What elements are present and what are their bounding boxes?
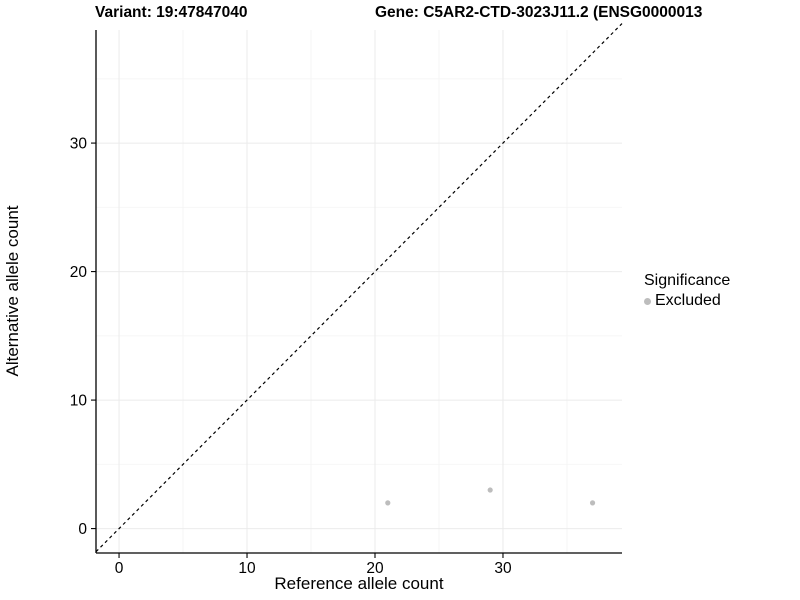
tick-labels-group: 0 10 20 30 0 10 20 30 [70, 136, 512, 577]
x-tick-label: 0 [115, 560, 124, 577]
legend: Significance Excluded [644, 271, 730, 310]
x-tick-label: 30 [494, 560, 512, 577]
x-tick-label: 20 [366, 560, 384, 577]
legend-title: Significance [644, 272, 731, 289]
tick-marks-group [91, 142, 504, 558]
y-tick-label: 10 [70, 393, 88, 410]
legend-point-icon [644, 297, 651, 305]
y-tick-label: 30 [70, 136, 88, 153]
legend-entries: Excluded [644, 292, 730, 310]
minor-gridlines [96, 30, 622, 553]
legend-entry-label: Excluded [655, 292, 721, 309]
variant-title: Variant: 19:47847040 [95, 4, 248, 21]
y-tick-label: 20 [70, 264, 88, 281]
data-point [385, 500, 391, 506]
identity-line-group [95, 23, 623, 553]
data-point [487, 487, 493, 493]
x-tick-label: 10 [238, 560, 256, 577]
data-point [589, 500, 596, 506]
x-axis-title: Reference allele count [274, 574, 444, 593]
data-points-group [385, 487, 596, 506]
axis-lines-group [95, 30, 622, 554]
gene-title: Gene: C5AR2-CTD-3023J11.2 (ENSG0000013 [375, 4, 703, 21]
major-gridlines [96, 30, 622, 553]
y-axis-title: Alternative allele count [3, 205, 22, 377]
y-tick-label: 0 [78, 521, 87, 538]
identity-line [95, 23, 623, 553]
legend-entry: Excluded [644, 292, 730, 310]
